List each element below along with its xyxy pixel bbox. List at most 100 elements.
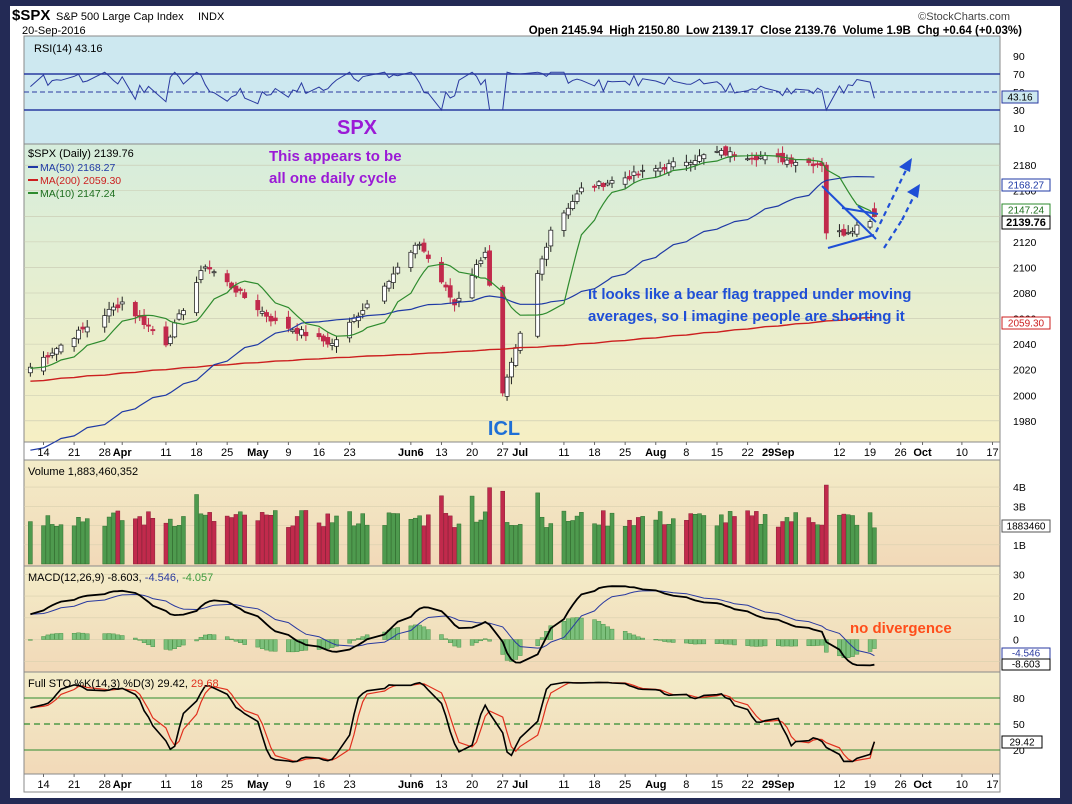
brand-watermark: ©StockCharts.com	[918, 11, 1010, 23]
candle-body	[570, 201, 576, 209]
macd-histogram-bar	[259, 639, 265, 649]
candle-body	[198, 270, 204, 280]
date-tick-label: 8	[683, 779, 689, 791]
volume-bar	[224, 515, 230, 565]
candle-body	[27, 366, 33, 374]
macd-histogram-bar	[867, 639, 873, 652]
date-tick-label: 26	[895, 779, 907, 791]
volume-bar	[640, 516, 645, 565]
candle-body	[334, 339, 339, 347]
volume-bar	[535, 492, 540, 565]
macd-histogram-bar	[653, 639, 658, 641]
macd-histogram-bar	[754, 639, 759, 647]
volume-bar	[745, 510, 750, 565]
macd-histogram-bar	[448, 639, 453, 643]
macd-histogram-bar	[111, 633, 116, 640]
candle-body	[683, 161, 689, 167]
volume-bar	[255, 520, 261, 565]
macd-tick-label: 10	[1013, 613, 1025, 625]
exchange-code: INDX	[198, 11, 225, 23]
macd-histogram-bar	[229, 638, 234, 641]
macd-histogram-bar	[181, 639, 186, 646]
candle-body	[447, 285, 453, 298]
macd-histogram	[28, 617, 877, 662]
volume-bar	[229, 517, 234, 565]
macd-histogram-bar	[697, 639, 702, 645]
ma50-line	[30, 175, 875, 451]
candle-body	[421, 242, 427, 252]
candle-body	[425, 254, 431, 259]
candle-body	[788, 157, 794, 164]
date-tick-label: 23	[344, 447, 356, 459]
ma200-legend: MA(200) 2059.30	[40, 175, 121, 187]
macd-histogram-bar	[688, 639, 693, 644]
macd-histogram-bar	[513, 639, 519, 660]
volume-bar	[58, 524, 64, 565]
volume-bar	[141, 524, 147, 565]
sto-axis: 80 50 20	[1013, 693, 1025, 757]
volume-bar	[867, 512, 873, 565]
volume-bar	[233, 514, 239, 565]
volume-bar	[294, 516, 300, 565]
volume-bar	[168, 518, 173, 565]
badge-ma10: 2147.24	[1008, 206, 1045, 217]
date-tick-label: 8	[683, 447, 689, 459]
macd-histogram-bar	[815, 639, 820, 646]
sto-k-line	[30, 681, 876, 763]
candle-body	[439, 261, 444, 283]
candle-body	[285, 316, 291, 329]
macd-histogram-bar	[456, 639, 462, 648]
stock-chart: $SPX S&P 500 Large Cap Index INDX ©Stock…	[12, 7, 1051, 793]
date-tick-label: 9	[285, 447, 291, 459]
date-axis-bottom	[23, 773, 1001, 793]
date-tick-label: 12	[833, 447, 845, 459]
volume-bar	[517, 524, 523, 565]
candle-body	[408, 251, 414, 268]
candle-body	[745, 158, 750, 161]
volume-tick-label: 4B	[1013, 482, 1026, 494]
candle-body	[242, 292, 248, 298]
volume-bar	[824, 484, 829, 565]
date-tick-label: 19	[864, 779, 876, 791]
cycle-annotation-line2: all one daily cycle	[269, 170, 397, 187]
spx-annotation: SPX	[337, 117, 378, 139]
volume-bar	[719, 514, 724, 565]
macd-histogram-bar	[290, 639, 295, 653]
date-tick-label: 16	[313, 779, 325, 791]
macd-histogram-bar	[566, 618, 571, 640]
macd-histogram-bar	[657, 639, 663, 641]
volume-bar	[111, 512, 116, 565]
volume-bar	[819, 524, 825, 565]
rsi-line	[30, 71, 875, 112]
candle-body	[810, 163, 816, 167]
volume-bar	[45, 515, 51, 565]
volume-bar	[273, 510, 278, 565]
candle-body	[474, 264, 479, 278]
ohlc-summary: Open 2145.94 High 2150.80 Low 2139.17 Cl…	[529, 25, 1022, 37]
volume-bar	[513, 525, 519, 565]
candle-body	[102, 315, 108, 328]
ma10-legend: MA(10) 2147.24	[40, 188, 115, 200]
candle-body	[670, 161, 676, 168]
candle-body	[119, 301, 125, 305]
volume-bar	[84, 518, 90, 565]
volume-bar	[207, 512, 212, 565]
volume-bar	[692, 513, 698, 565]
volume-bar	[539, 516, 545, 565]
macd-histogram-bar	[636, 636, 641, 640]
macd-histogram-bar	[854, 639, 860, 655]
macd-histogram-bar	[233, 639, 239, 642]
candle-body	[41, 356, 46, 372]
candle-body	[627, 175, 632, 180]
volume-bar	[238, 511, 243, 565]
badge-close: 2139.76	[1006, 217, 1046, 229]
candle-body	[84, 326, 90, 333]
volume-bar	[194, 494, 199, 565]
candle-body	[815, 163, 820, 166]
candle-body	[482, 251, 488, 258]
volume-bar	[321, 526, 326, 565]
macd-histogram-bar	[762, 639, 768, 647]
chart-panel: $SPX S&P 500 Large Cap Index INDX ©Stock…	[10, 6, 1060, 798]
volume-bar	[211, 521, 217, 565]
volume-bar	[793, 512, 798, 565]
